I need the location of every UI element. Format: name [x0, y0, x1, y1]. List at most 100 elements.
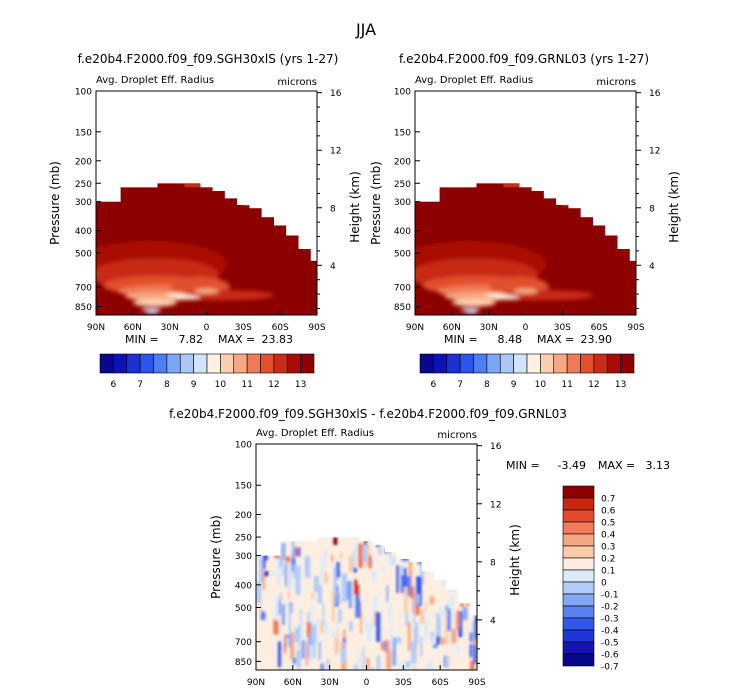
- diff-speckle: [359, 588, 362, 601]
- colorbar-swatch: [139, 353, 154, 374]
- diff-speckle: [284, 634, 286, 654]
- diff-speckle: [412, 542, 415, 557]
- lat-tick-label: 0: [364, 678, 370, 688]
- height-tick-label: 8: [649, 204, 655, 214]
- colorbar-label: 10: [215, 380, 227, 390]
- diff-speckle: [366, 622, 372, 642]
- radius-contour-blob: [165, 293, 186, 297]
- diff-speckle: [322, 663, 325, 670]
- radius-contour-blob: [460, 308, 481, 312]
- diff-speckle: [412, 660, 415, 670]
- diff-speckle: [464, 552, 467, 563]
- colorbar-swatch: [193, 353, 208, 374]
- diff-speckle: [262, 569, 265, 590]
- diff-colorbar-swatch: [562, 629, 595, 643]
- diff-speckle: [413, 597, 416, 624]
- colorbar-swatch: [179, 353, 194, 374]
- diff-colorbar-swatch: [562, 653, 595, 667]
- diff-feature: [376, 543, 379, 548]
- diff-speckle: [282, 565, 284, 577]
- colorbar-label: 7: [457, 380, 463, 390]
- diff-colorbar-label: -0.6: [601, 651, 619, 661]
- diff-speckle: [463, 560, 467, 567]
- height-tick-label: 8: [330, 204, 336, 214]
- colorbar-swatch: [286, 353, 301, 374]
- diff-speckle: [458, 556, 463, 564]
- diff-feature: [381, 641, 385, 651]
- diff-colorbar-label: 0.1: [601, 567, 615, 577]
- panel3-max-label: MAX =: [598, 459, 635, 472]
- diff-feature: [384, 548, 387, 554]
- diff-colorbar-label: -0.7: [601, 663, 619, 673]
- panel1-max-value: 23.83: [262, 333, 294, 346]
- diff-speckle: [386, 639, 392, 670]
- diff-speckle: [416, 576, 420, 606]
- diff-speckle: [353, 542, 357, 568]
- diff-speckle: [416, 594, 420, 605]
- diff-speckle: [456, 610, 460, 631]
- diff-colorbar-swatch: [562, 497, 595, 511]
- lat-tick-label: 30N: [161, 323, 179, 333]
- diff-colorbar-label: 0.6: [601, 507, 616, 517]
- lat-tick-label: 90N: [247, 678, 265, 688]
- panel2-ylabel: Pressure (mb): [369, 161, 383, 245]
- diff-speckle: [376, 612, 381, 642]
- diff-speckle: [276, 558, 282, 586]
- diff-colorbar-swatch: [562, 605, 595, 619]
- lat-tick-label: 60N: [284, 678, 302, 688]
- diff-speckle: [288, 605, 292, 634]
- radius-contour-blob: [484, 293, 505, 297]
- diff-speckle: [402, 659, 406, 670]
- diff-speckle: [420, 558, 425, 585]
- diff-speckle: [368, 668, 372, 670]
- colorbar-swatch: [540, 353, 555, 374]
- diff-speckle: [436, 555, 439, 577]
- panel2-min-label: MIN =: [444, 333, 478, 346]
- diff-speckle: [301, 621, 304, 638]
- lat-tick-label: 90N: [406, 323, 424, 333]
- panel3-plot: Avg. Droplet Eff. Radius microns 100 150 2…: [209, 428, 671, 688]
- diff-speckle: [294, 627, 300, 643]
- diff-speckle: [468, 554, 474, 585]
- diff-speckle: [268, 574, 273, 593]
- lat-tick-label: 60N: [124, 323, 142, 333]
- colorbar-swatch: [513, 353, 528, 374]
- diff-speckle: [443, 637, 449, 645]
- diff-colorbar-label: 0.3: [601, 543, 615, 553]
- diff-speckle: [324, 549, 328, 568]
- panel1-variable-label: Avg. Droplet Eff. Radius: [96, 75, 214, 86]
- diff-speckle: [413, 622, 419, 645]
- lat-tick-label: 30N: [480, 323, 498, 333]
- diff-colorbar-swatch: [562, 569, 595, 583]
- diff-colorbar-swatch: [562, 521, 595, 535]
- diff-speckle: [442, 577, 446, 587]
- diff-speckle: [456, 644, 460, 655]
- panel2-colorbar: 6 7 8 9 10 11 12 13: [419, 353, 635, 390]
- diff-speckle: [405, 611, 408, 627]
- diff-speckle: [400, 542, 403, 556]
- lat-tick-label: 90S: [468, 678, 485, 688]
- diff-speckle: [425, 602, 427, 611]
- colorbar-label: 6: [431, 380, 437, 390]
- diff-speckle: [311, 624, 317, 643]
- diff-speckle: [357, 652, 362, 669]
- pressure-tick-label: 150: [75, 128, 92, 138]
- diff-speckle: [427, 659, 433, 670]
- diff-speckle: [262, 544, 266, 570]
- diff-colorbar-label: 0: [601, 579, 607, 589]
- diff-colorbar-label: 0.4: [601, 531, 616, 541]
- diff-speckle: [331, 591, 335, 622]
- pressure-tick-label: 500: [235, 604, 252, 614]
- diff-speckle: [436, 613, 441, 638]
- diff-colorbar-label: 0.7: [601, 495, 615, 505]
- pressure-tick-label: 250: [75, 180, 92, 190]
- diff-speckle: [326, 659, 330, 669]
- diff-speckle: [306, 570, 312, 591]
- diff-speckle: [334, 625, 339, 654]
- diff-speckle: [429, 596, 435, 605]
- diff-speckle: [333, 566, 337, 595]
- diff-speckle: [324, 572, 329, 584]
- panel3-max-value: 3.13: [646, 459, 671, 472]
- diff-speckle: [273, 618, 279, 635]
- pressure-tick-label: 150: [394, 128, 411, 138]
